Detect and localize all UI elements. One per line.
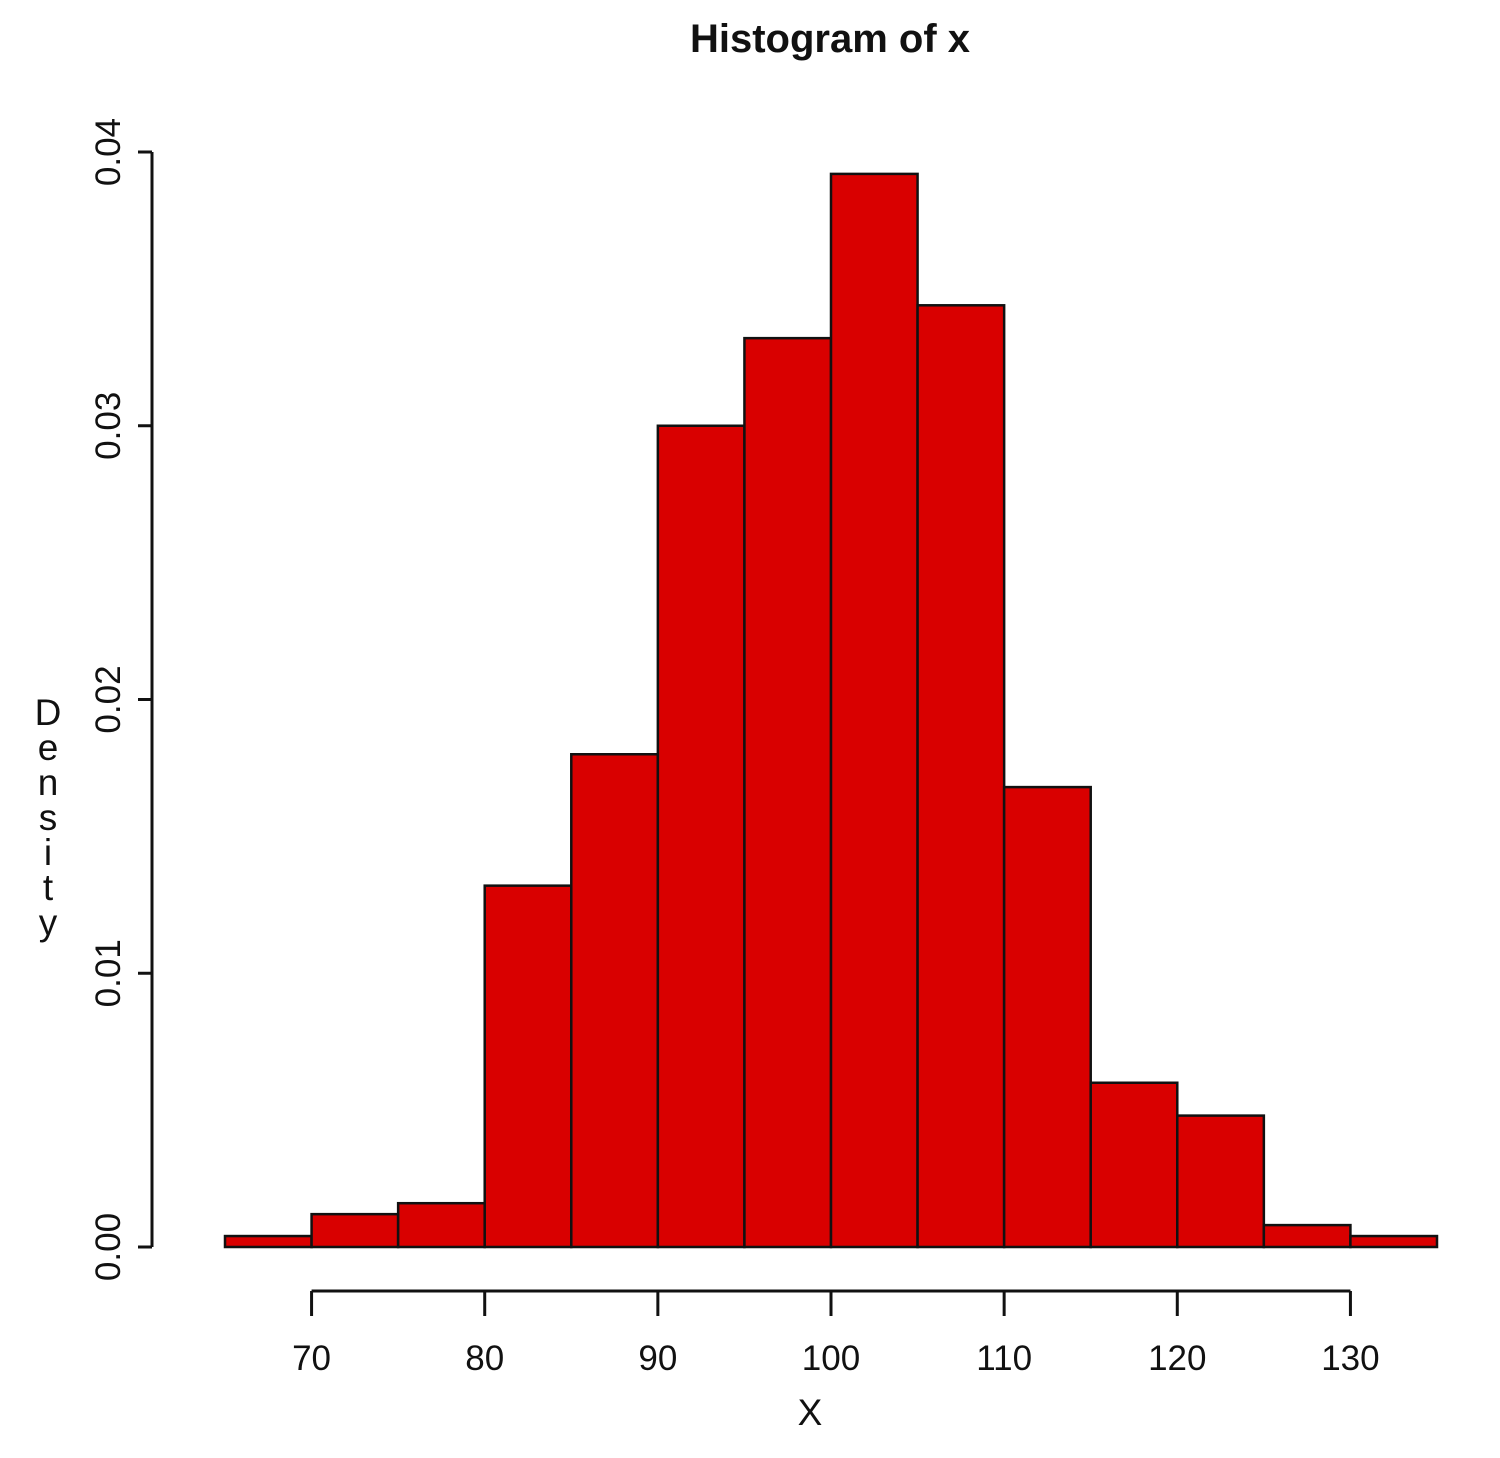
histogram-bar-85-90: [570, 753, 660, 1249]
x-tick-label: 100: [802, 1339, 860, 1378]
y-tick-label: 0.00: [89, 1213, 128, 1281]
histogram-bar-130-135: [1349, 1234, 1439, 1249]
histogram-bar-125-130: [1262, 1223, 1352, 1249]
y-tick-label: 0.01: [89, 939, 128, 1007]
histogram-bar-80-85: [483, 884, 573, 1249]
histogram-bar-105-110: [916, 304, 1006, 1249]
histogram-bar-75-80: [396, 1201, 486, 1249]
bars-group: [223, 172, 1439, 1249]
histogram-bar-100-105: [829, 172, 919, 1249]
histogram-bar-110-115: [1002, 785, 1092, 1249]
histogram-bar-70-75: [310, 1212, 400, 1249]
y-tick-label: 0.02: [89, 665, 128, 733]
x-tick-label: 120: [1148, 1339, 1206, 1378]
x-axis-label: X: [798, 1392, 823, 1433]
chart-title: Histogram of x: [690, 17, 970, 61]
histogram-bar-65-70: [223, 1234, 313, 1249]
x-tick-label: 110: [976, 1339, 1032, 1378]
histogram-bar-95-100: [743, 336, 833, 1249]
histogram-bar-115-120: [1089, 1081, 1179, 1249]
x-tick-label: 80: [465, 1339, 504, 1378]
x-tick-label: 70: [292, 1339, 331, 1378]
y-axis: 0.00 0.01 0.02 0.03 0.04: [89, 118, 154, 1281]
x-axis: 70 80 90 100 110 120 130: [292, 1289, 1380, 1378]
y-tick-label: 0.04: [89, 118, 128, 186]
histogram-bar-120-125: [1176, 1114, 1266, 1249]
histogram-bar-90-95: [656, 424, 746, 1249]
x-tick-label: 130: [1321, 1339, 1379, 1378]
x-tick-label: 90: [638, 1339, 677, 1378]
y-tick-label: 0.03: [89, 392, 128, 460]
